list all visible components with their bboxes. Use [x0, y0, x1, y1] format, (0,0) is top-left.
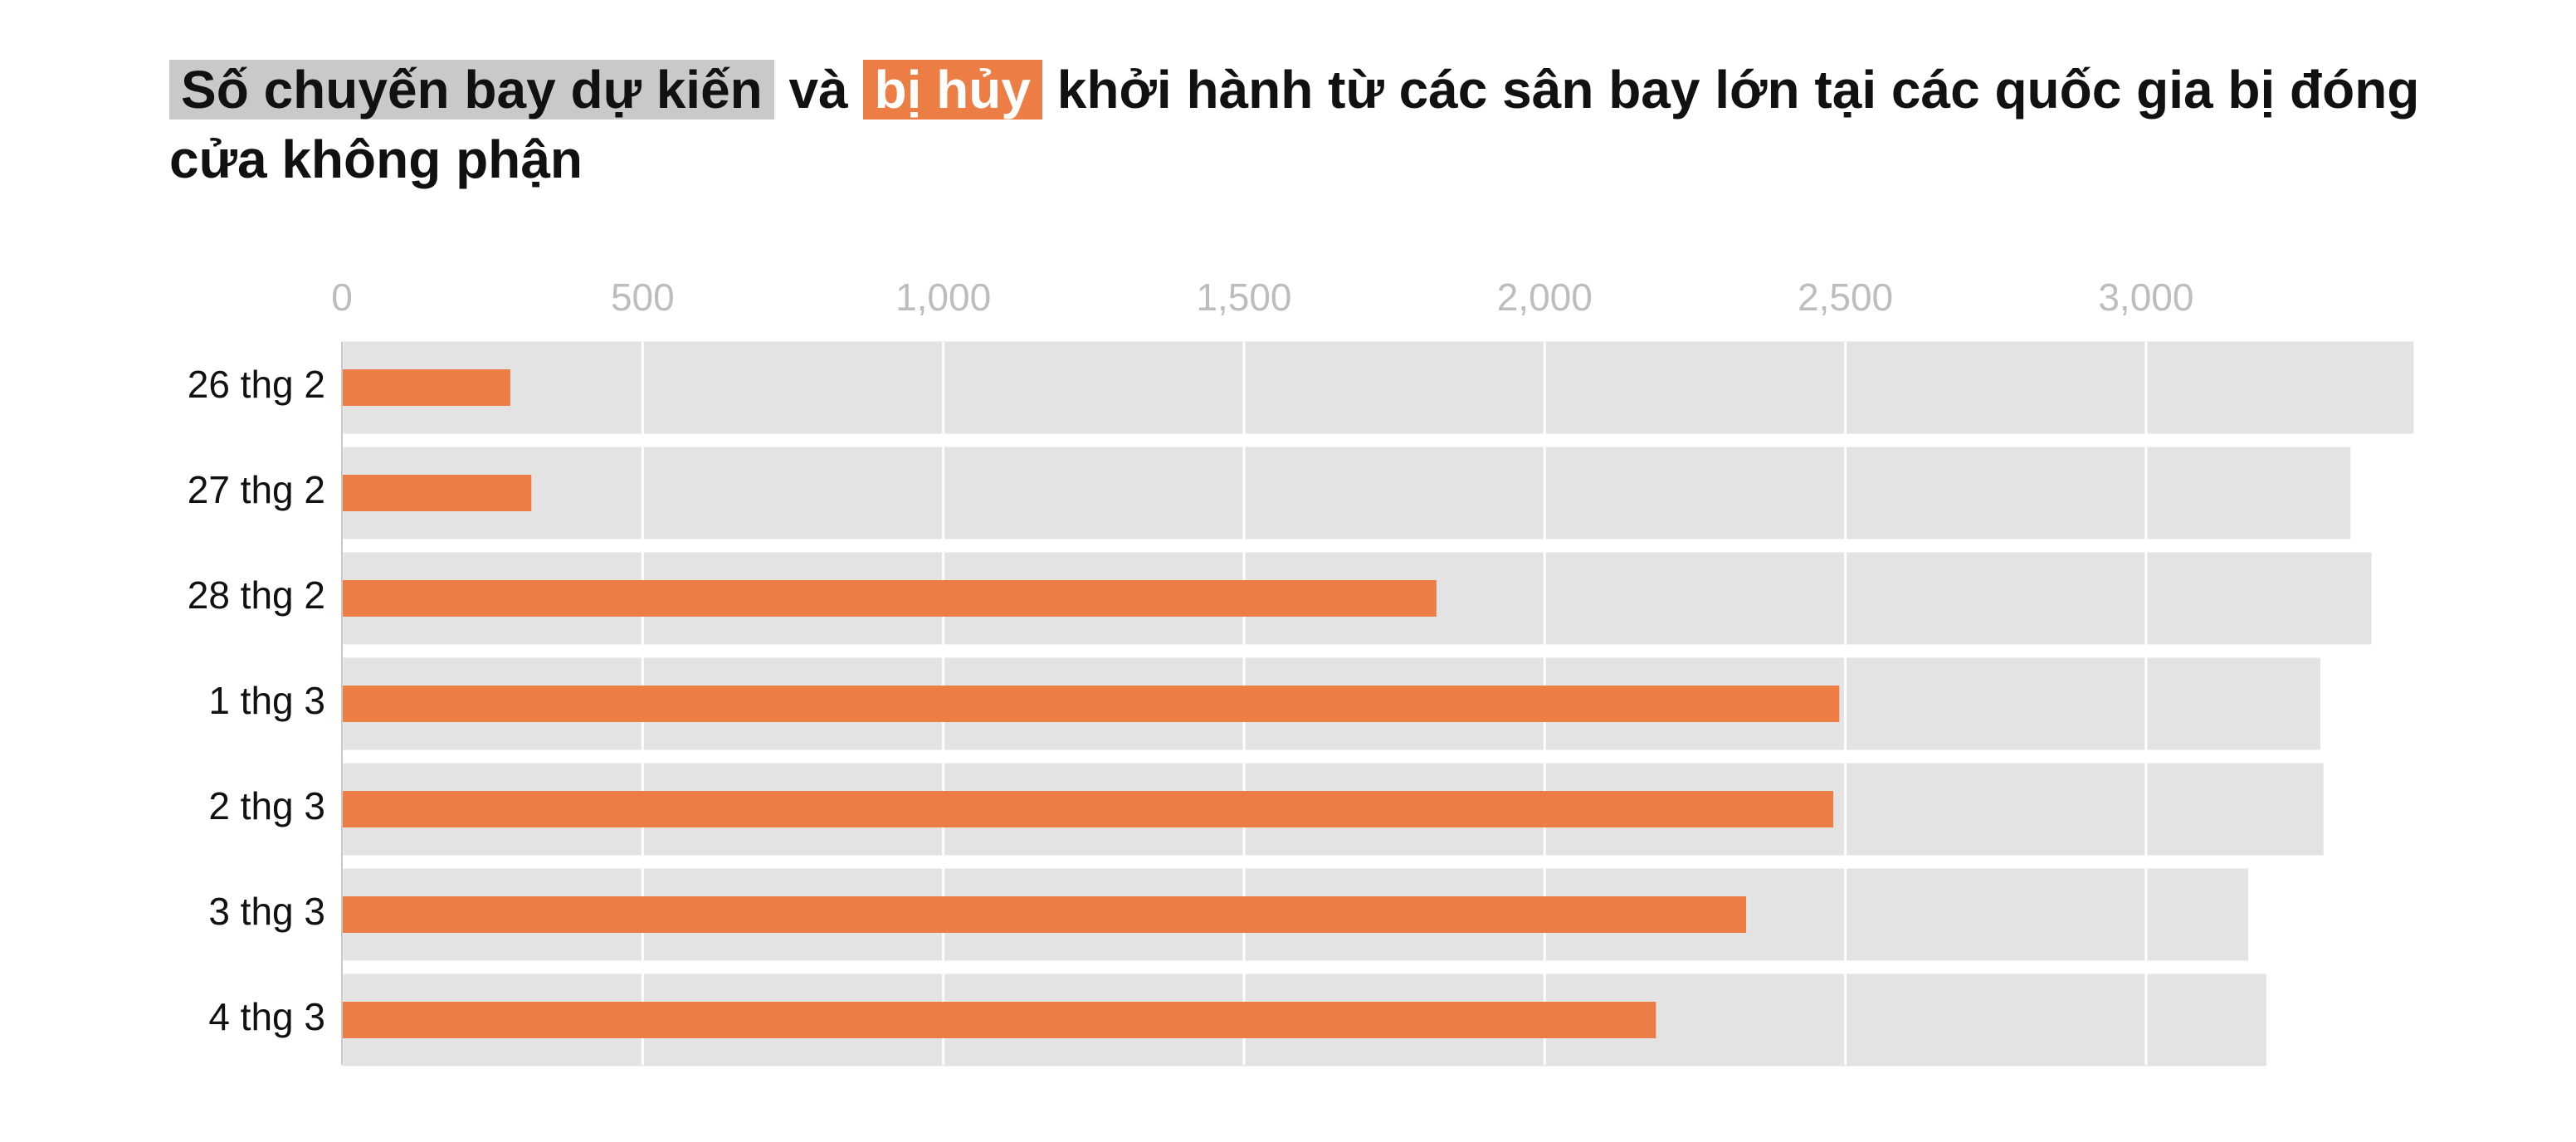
y-tick-label: 26 thg 2	[188, 363, 325, 406]
x-tick-label: 500	[611, 276, 675, 319]
y-tick-label: 1 thg 3	[208, 679, 325, 722]
bar	[342, 791, 1834, 827]
bar	[342, 686, 1840, 722]
y-tick-label: 2 thg 3	[208, 784, 325, 827]
x-tick-label: 0	[331, 276, 353, 319]
x-tick-label: 2,500	[1798, 276, 1893, 319]
bar	[342, 580, 1437, 617]
bar	[342, 341, 2414, 434]
legend-cancelled: bị hủy	[862, 60, 1042, 120]
x-tick-label: 1,500	[1196, 276, 1291, 319]
x-tick-label: 1,000	[895, 276, 991, 319]
x-tick-label: 2,000	[1497, 276, 1593, 319]
y-tick-label: 28 thg 2	[188, 573, 325, 617]
bar	[342, 475, 532, 511]
bar	[342, 896, 1747, 933]
legend-scheduled: Số chuyến bay dự kiến	[169, 60, 774, 120]
chart-title: Số chuyến bay dự kiến và bị hủy khởi hàn…	[169, 55, 2460, 194]
title-rest: khởi hành từ các sân bay lớn tại các quố…	[169, 60, 2420, 189]
y-tick-label: 3 thg 3	[208, 890, 325, 933]
x-tick-label: 3,000	[2098, 276, 2193, 319]
y-tick-label: 27 thg 2	[188, 468, 325, 511]
y-tick-label: 4 thg 3	[208, 995, 325, 1038]
title-connector: và	[788, 60, 848, 120]
bar	[342, 369, 510, 406]
bar	[342, 447, 2351, 539]
bar	[342, 1002, 1656, 1038]
